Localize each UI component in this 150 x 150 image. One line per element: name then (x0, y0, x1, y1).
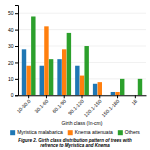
bar (75, 66, 79, 96)
chart-svg: 0 10 20 30 40 50 10-30.030.1-6060.1-9090.1-120… (0, 0, 150, 150)
x-tick: 60.1-90 (51, 95, 67, 114)
x-tick-mark (46, 95, 47, 98)
chart-title-line: Figure 2. Girth class distribution patte… (18, 138, 132, 143)
bar (102, 95, 106, 96)
y-tick-label: 50 (8, 10, 14, 16)
x-tick: 150.1-180 (100, 95, 120, 118)
y-tick-label: 20 (8, 60, 14, 66)
y-tick-label: 10 (8, 76, 14, 82)
bar (128, 95, 132, 96)
x-tick-label: 120.1-150 (83, 98, 103, 118)
bar (31, 16, 35, 95)
y-tick-mark (15, 46, 18, 47)
y-tick-mark (15, 62, 18, 63)
legend-item: Myristica malabarica (10, 129, 63, 135)
bar (22, 49, 26, 95)
y-tick-mark (15, 95, 18, 96)
y-tick: 0 (11, 92, 18, 98)
bar (62, 49, 66, 95)
chart-container: 0 10 20 30 40 50 10-30.030.1-6060.1-9090.1-120… (0, 0, 150, 150)
bar (49, 59, 53, 95)
grid-line (18, 13, 146, 14)
bar (84, 46, 88, 95)
x-tick-mark (28, 95, 29, 98)
y-tick-mark (15, 13, 18, 14)
legend-label: Others (125, 129, 141, 135)
x-axis-title: Girth class (In-cm) (62, 120, 103, 126)
bar (26, 66, 30, 96)
x-tick: 10-30.0 (15, 95, 31, 114)
x-tick-mark (64, 95, 65, 98)
y-tick-label: 30 (8, 43, 14, 49)
bar (120, 79, 124, 95)
x-tick-label: 30.1-60 (33, 98, 49, 114)
chart-title-line: refrence to Myristica and Knema (40, 143, 110, 148)
x-tick-label: 60.1-90 (51, 98, 67, 114)
y-axis-line (15, 6, 19, 96)
legend: Myristica malabarica Knema attenuata Other… (10, 129, 140, 135)
legend-item: Knema attenuata (68, 129, 113, 135)
bar (57, 59, 61, 95)
legend-label: Myristica malabarica (17, 129, 63, 135)
bar (80, 76, 84, 96)
y-tick: 30 (8, 43, 18, 49)
bar (111, 92, 115, 95)
y-tick-mark (15, 30, 18, 31)
bar-series (26, 26, 119, 95)
bar (44, 26, 48, 95)
bar (115, 92, 119, 95)
x-tick-label: 10-30.0 (15, 98, 31, 114)
y-tick-label: 0 (11, 92, 14, 98)
x-axis: 10-30.030.1-6060.1-9090.1-120120.1-15015… (15, 95, 146, 118)
y-tick: 50 (8, 10, 18, 16)
x-tick-label: 18 (130, 98, 138, 106)
bars (22, 16, 142, 95)
x-tick-mark (117, 95, 118, 98)
bar (133, 95, 137, 96)
bar (40, 66, 44, 96)
x-tick: 30.1-60 (33, 95, 49, 114)
y-tick: 10 (8, 76, 18, 82)
chart-title: Figure 2. Girth class distribution patte… (18, 138, 132, 148)
grid-line (18, 46, 146, 47)
grid-line (18, 62, 146, 63)
y-tick-label: 40 (8, 27, 14, 33)
legend-swatch (10, 130, 15, 135)
legend-item: Others (118, 129, 141, 135)
bar-series (31, 16, 142, 95)
y-tick-mark (15, 79, 18, 80)
legend-swatch (118, 130, 123, 135)
y-tick: 40 (8, 27, 18, 33)
x-tick: 18 (130, 95, 138, 106)
bar (67, 33, 71, 95)
y-axis: 0 10 20 30 40 50 (8, 6, 19, 99)
x-tick-mark (82, 95, 83, 98)
bar (98, 82, 102, 95)
bar (138, 79, 142, 95)
legend-label: Knema attenuata (75, 129, 113, 135)
x-tick-mark (135, 95, 136, 98)
grid-line (18, 29, 146, 30)
x-tick-label: 150.1-180 (100, 98, 120, 118)
grid (18, 13, 146, 95)
legend-swatch (68, 130, 73, 135)
bar (93, 84, 97, 95)
x-tick-mark (99, 95, 100, 98)
y-tick: 20 (8, 60, 18, 66)
